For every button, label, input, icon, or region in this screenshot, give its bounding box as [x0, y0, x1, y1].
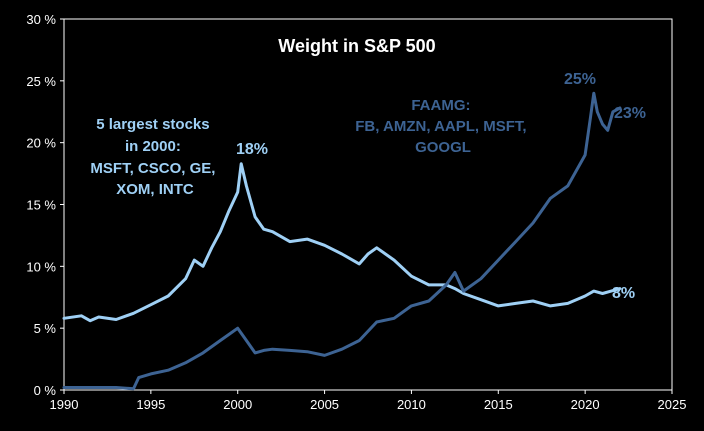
end-light-label: 8% [612, 285, 635, 302]
x-tick-label: 2015 [484, 397, 513, 412]
series-layer [62, 91, 622, 391]
peak-2000-label: 18% [236, 141, 268, 158]
y-tick-label: 25 % [26, 74, 56, 89]
right-label-line-2: FB, AMZN, AAPL, MSFT, [355, 118, 526, 135]
end-faamg-label: 23% [614, 105, 646, 122]
y-tick-label: 20 % [26, 136, 56, 151]
x-tick-label: 2020 [571, 397, 600, 412]
x-axis: 1990 1995 2000 2005 2010 2015 2020 2025 [50, 390, 687, 412]
series-line-top5-2000 [62, 162, 622, 323]
y-tick-label: 15 % [26, 198, 56, 213]
right-label-line-1: FAAMG: [411, 97, 470, 114]
x-tick-label: 2010 [397, 397, 426, 412]
x-tick-label: 2000 [223, 397, 252, 412]
y-tick-label: 5 % [34, 321, 57, 336]
x-tick-label: 2025 [658, 397, 687, 412]
y-axis: 0 % 5 % 10 % 15 % 20 % 25 % 30 % [26, 12, 64, 398]
left-label-line-2: in 2000: [125, 138, 181, 155]
y-tick-label: 10 % [26, 259, 56, 274]
left-label-line-4: XOM, INTC [116, 181, 194, 198]
x-tick-label: 1995 [136, 397, 165, 412]
y-tick-label: 0 % [34, 383, 57, 398]
peak-faamg-label: 25% [564, 71, 596, 88]
x-tick-label: 2005 [310, 397, 339, 412]
right-label: FAAMG: FB, AMZN, AAPL, MSFT, GOOGL [355, 97, 531, 156]
chart-title: Weight in S&P 500 [278, 36, 435, 56]
left-label-line-3: MSFT, CSCO, GE, [90, 160, 215, 177]
series-line-faamg [62, 91, 622, 391]
y-tick-label: 30 % [26, 12, 56, 27]
x-tick-label: 1990 [50, 397, 79, 412]
right-label-line-3: GOOGL [415, 139, 471, 156]
left-label: 5 largest stocks in 2000: MSFT, CSCO, GE… [90, 116, 219, 198]
left-label-line-1: 5 largest stocks [96, 116, 209, 133]
